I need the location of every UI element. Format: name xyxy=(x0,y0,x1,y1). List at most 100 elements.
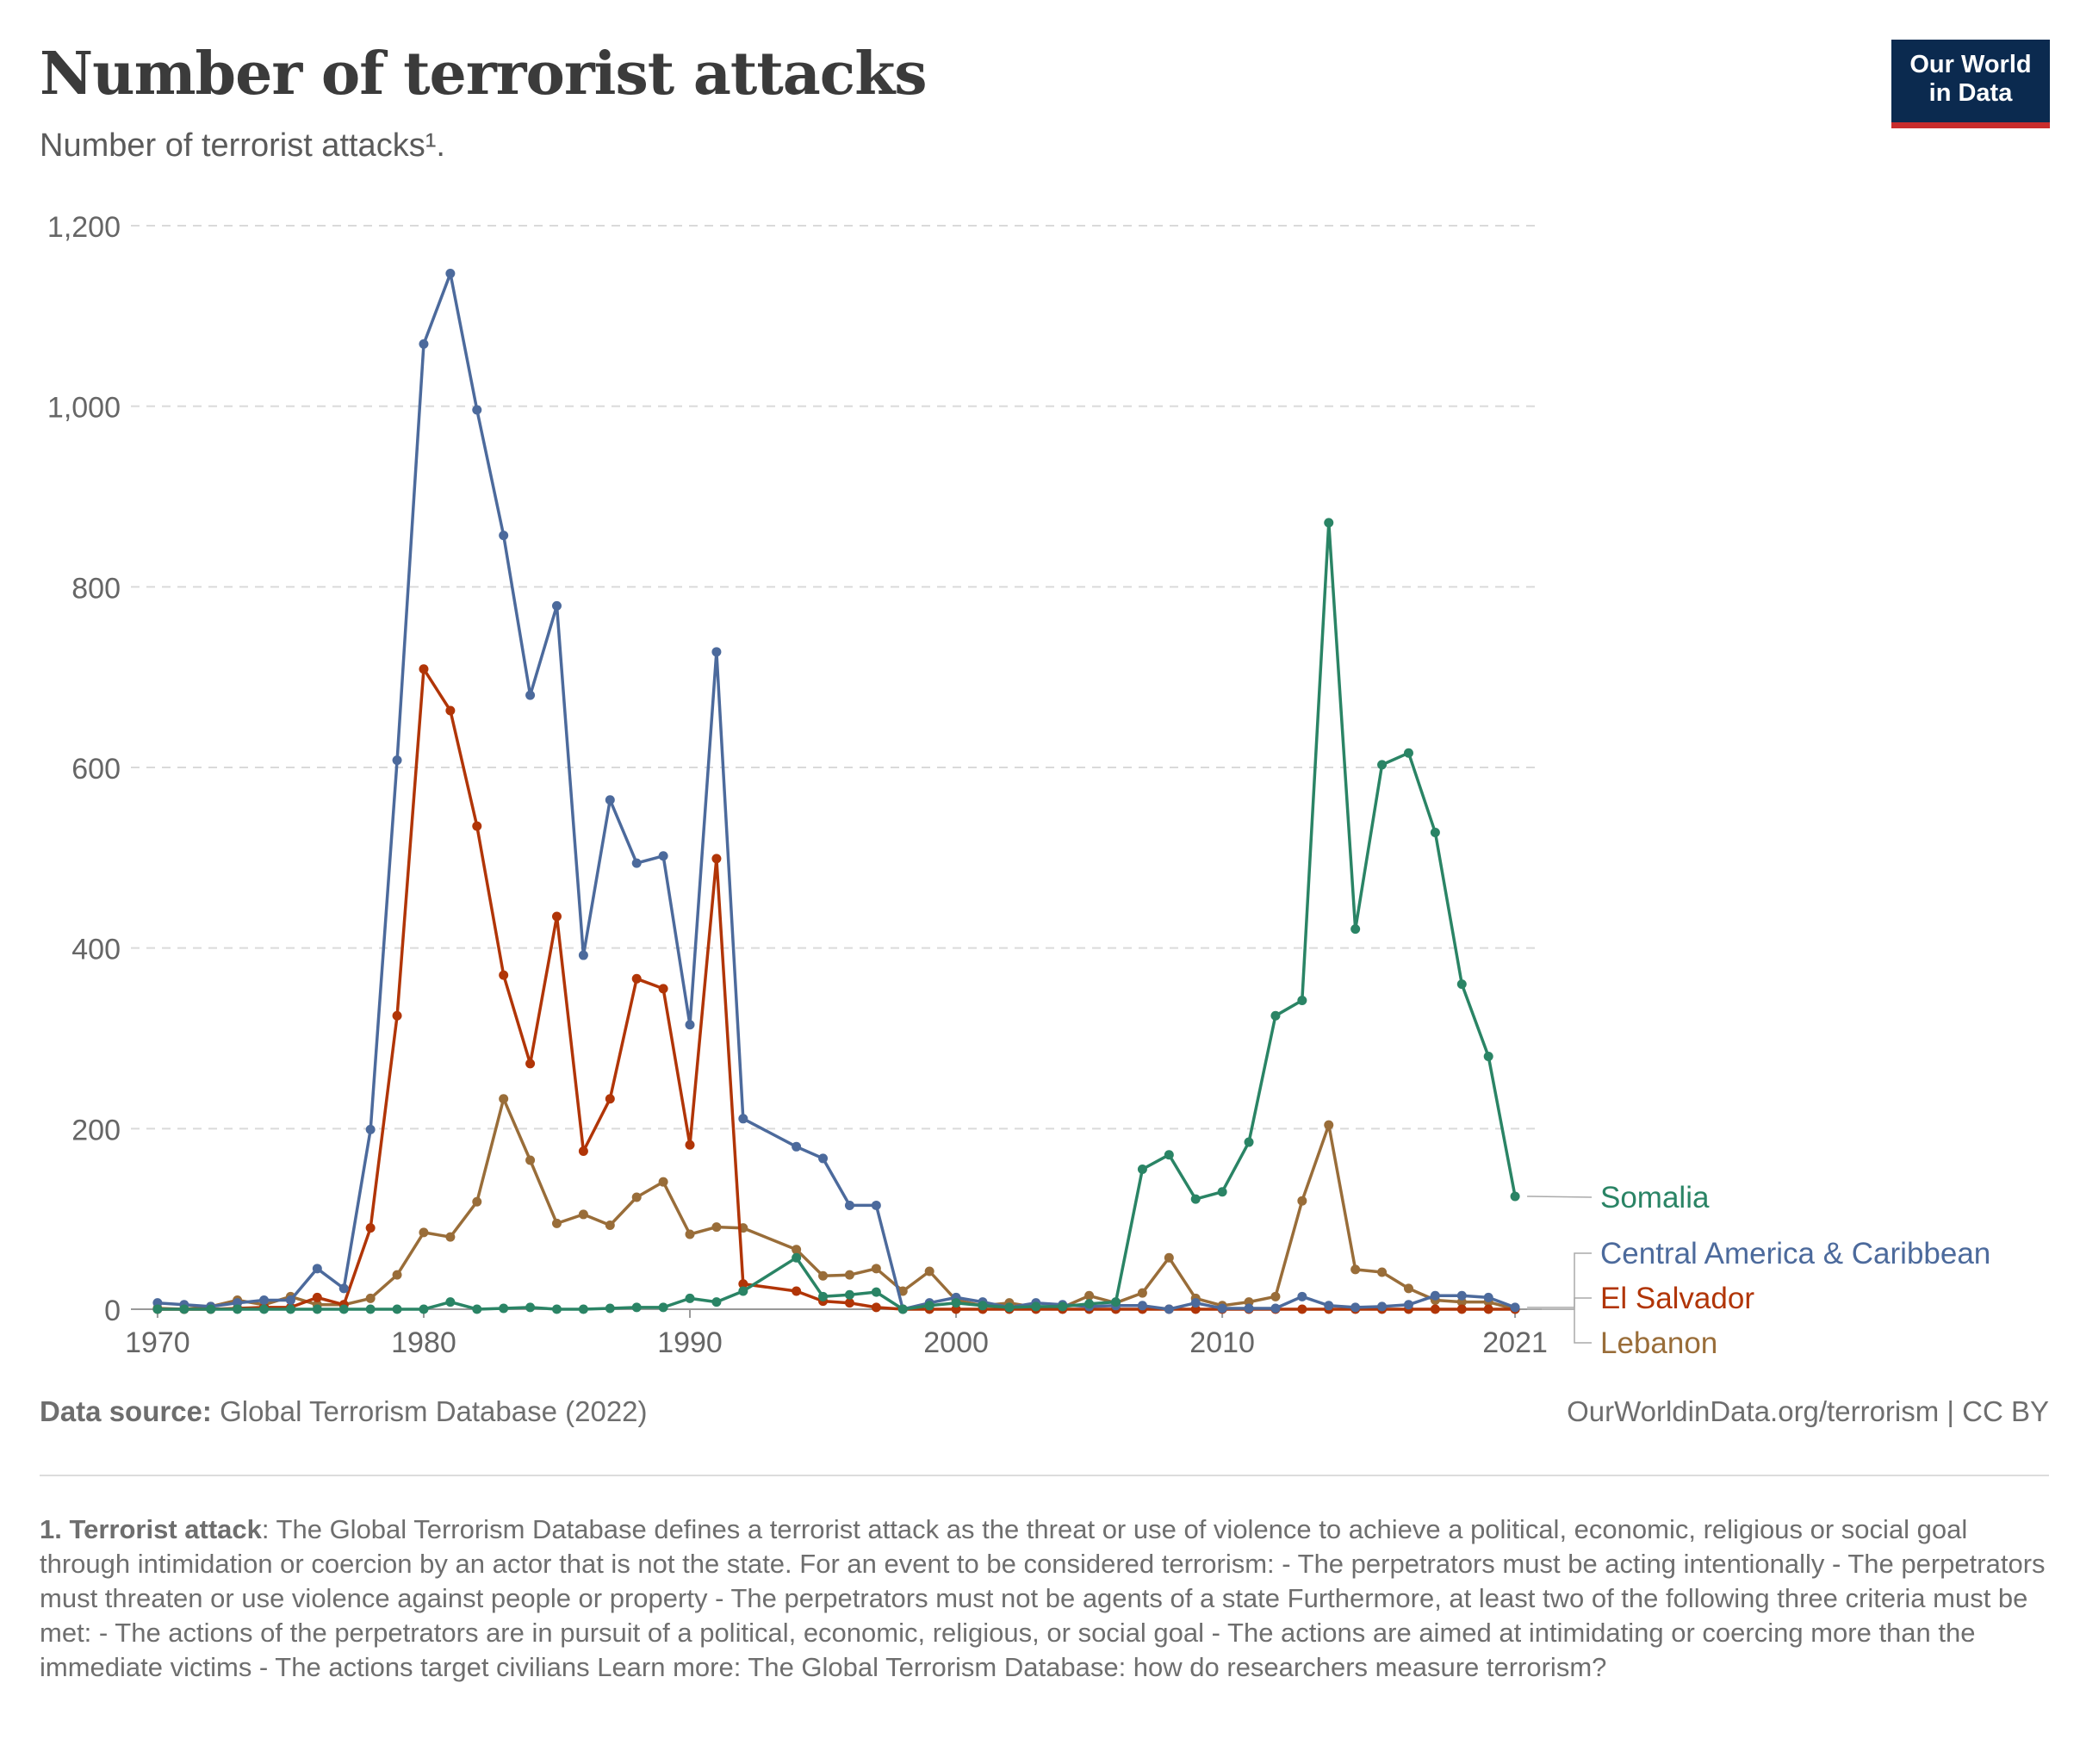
data-point xyxy=(551,911,562,922)
data-point xyxy=(1297,995,1307,1005)
data-point xyxy=(499,970,509,980)
data-point xyxy=(551,1218,562,1228)
data-point xyxy=(1190,1298,1201,1308)
data-point xyxy=(1084,1290,1095,1301)
data-point xyxy=(499,1094,509,1104)
data-point xyxy=(792,1286,802,1296)
data-point xyxy=(419,664,429,674)
data-point xyxy=(1430,827,1440,837)
series-line xyxy=(157,1096,1516,1311)
data-point xyxy=(392,755,402,766)
gridlines xyxy=(131,225,1542,1130)
data-point xyxy=(152,1304,163,1314)
data-point xyxy=(792,1252,802,1263)
data-point xyxy=(445,1297,456,1307)
data-point xyxy=(1324,1120,1334,1130)
data-point xyxy=(1084,1299,1095,1309)
data-point xyxy=(179,1304,189,1314)
data-point xyxy=(578,1209,588,1220)
data-point xyxy=(1483,1292,1493,1302)
data-point xyxy=(365,1124,376,1134)
data-point xyxy=(631,1192,642,1202)
x-tick-label: 2000 xyxy=(923,1326,989,1359)
data-point xyxy=(472,1304,482,1314)
data-point xyxy=(658,1302,668,1313)
footnote-text: : The Global Terrorism Database defines … xyxy=(40,1514,2046,1682)
data-point xyxy=(1058,1301,1068,1312)
data-point xyxy=(578,950,588,960)
data-point xyxy=(1430,1290,1440,1301)
data-point xyxy=(472,1196,482,1207)
data-point xyxy=(631,858,642,868)
data-point xyxy=(1483,1051,1493,1061)
data-point xyxy=(1350,1302,1361,1313)
data-point xyxy=(1324,1301,1334,1311)
data-point xyxy=(738,1286,748,1296)
credit-link[interactable]: OurWorldinData.org/terrorism | CC BY xyxy=(1567,1395,2049,1427)
data-point xyxy=(1137,1288,1147,1298)
data-point xyxy=(1403,748,1413,758)
data-point xyxy=(605,1094,615,1104)
chart-subtitle: Number of terrorist attacks¹. xyxy=(40,127,445,164)
data-point xyxy=(1137,1301,1147,1311)
data-source-label: Data source: xyxy=(40,1395,212,1427)
data-point xyxy=(392,1010,402,1021)
data-point xyxy=(951,1298,961,1308)
data-point xyxy=(685,1293,695,1303)
data-point xyxy=(1324,518,1334,528)
data-point xyxy=(312,1292,322,1302)
data-point xyxy=(1430,1304,1440,1314)
data-point xyxy=(1164,1252,1174,1263)
data-point xyxy=(711,647,722,657)
data-point xyxy=(818,1270,829,1281)
data-point xyxy=(738,1114,748,1124)
data-point xyxy=(419,339,429,349)
data-source: Data source: Global Terrorism Database (… xyxy=(40,1395,648,1428)
data-point xyxy=(1510,1302,1520,1313)
data-point xyxy=(1164,1304,1174,1314)
data-source-text[interactable]: Global Terrorism Database (2022) xyxy=(220,1395,648,1427)
data-point xyxy=(844,1270,854,1280)
series-somalia xyxy=(152,518,1520,1314)
data-point xyxy=(1270,1010,1281,1021)
data-point xyxy=(338,1304,349,1314)
data-point xyxy=(605,1221,615,1231)
data-point xyxy=(285,1295,295,1306)
data-point xyxy=(578,1146,588,1157)
legend-connector xyxy=(1527,1308,1592,1344)
x-tick-label: 1980 xyxy=(391,1326,456,1359)
data-point xyxy=(631,973,642,984)
y-tick-label: 600 xyxy=(71,753,121,786)
y-tick-label: 800 xyxy=(71,572,121,605)
footnote-label: 1. Terrorist attack xyxy=(40,1514,262,1544)
data-point xyxy=(605,1303,615,1314)
x-axis: 1970 1980 1990 2000 2010 2021 xyxy=(125,1308,1548,1359)
data-point xyxy=(472,405,482,415)
legend: Somalia Central America & Caribbean El Sal… xyxy=(1527,1181,1990,1360)
y-axis-ticks: 0 200 400 600 800 1,000 1,200 xyxy=(47,211,121,1327)
owid-logo[interactable]: Our World in Data xyxy=(1891,40,2050,128)
data-point xyxy=(658,1177,668,1187)
data-point xyxy=(365,1293,376,1303)
data-point xyxy=(206,1304,216,1314)
chart-title: Number of terrorist attacks xyxy=(40,40,928,109)
series-line xyxy=(157,667,1516,1311)
data-point xyxy=(871,1200,881,1210)
data-point xyxy=(1377,760,1388,770)
data-point xyxy=(1350,1264,1361,1275)
data-point xyxy=(658,984,668,994)
data-point xyxy=(525,690,536,700)
data-point xyxy=(472,821,482,831)
x-tick-label: 1970 xyxy=(125,1326,190,1359)
data-point xyxy=(285,1304,295,1314)
data-point xyxy=(738,1279,748,1289)
data-point xyxy=(605,795,615,805)
data-point xyxy=(818,1291,829,1301)
data-point xyxy=(1190,1194,1201,1204)
data-point xyxy=(792,1141,802,1152)
data-point xyxy=(365,1304,376,1314)
data-point xyxy=(259,1295,270,1306)
data-point xyxy=(1403,1283,1413,1294)
data-point xyxy=(392,1270,402,1280)
data-point xyxy=(871,1287,881,1297)
